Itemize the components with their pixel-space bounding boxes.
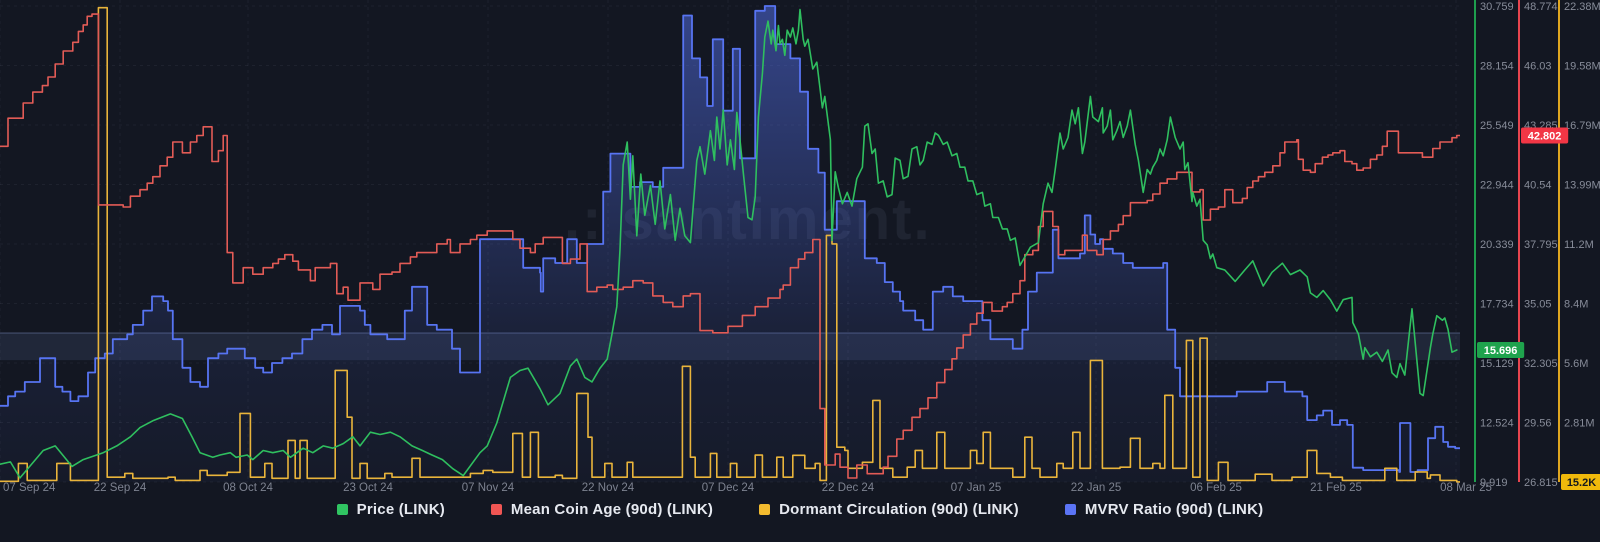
legend-label: Dormant Circulation (90d) (LINK): [779, 501, 1019, 518]
y-tick-label: 17.734: [1480, 299, 1514, 311]
x-tick-label: 08 Mar 25: [1440, 482, 1492, 494]
x-tick-label: 22 Nov 24: [582, 482, 635, 494]
y-tick-label: 22.38M: [1564, 1, 1600, 13]
legend-label: Mean Coin Age (90d) (LINK): [510, 501, 714, 518]
x-tick-label: 22 Jan 25: [1071, 482, 1122, 494]
x-tick-label: 22 Sep 24: [94, 482, 147, 494]
x-tick-label: 07 Jan 25: [951, 482, 1002, 494]
y-tick-label: 15.129: [1480, 358, 1514, 370]
legend-item-mean[interactable]: Mean Coin Age (90d) (LINK): [490, 501, 714, 518]
y-axis-dc: 22.38M 19.58M 16.79M 13.99M 11.2M 8.4M 5.6M 2.8…: [1558, 0, 1600, 489]
y-tick-label: 8.4M: [1564, 299, 1588, 311]
y-tick-label: 13.99M: [1564, 180, 1600, 192]
x-tick-label: 08 Oct 24: [223, 482, 273, 494]
y-tick-label: 2.81M: [1564, 418, 1595, 430]
value-badge-mean: 42.802: [1521, 127, 1569, 144]
y-axis-price: 30.759 28.154 25.549 22.944 20.339 17.734 15.1…: [1474, 0, 1514, 489]
y-tick-label: 12.524: [1480, 418, 1514, 430]
x-tick-label: 23 Oct 24: [343, 482, 393, 494]
badge-value: 15.696: [1484, 345, 1518, 357]
legend-item-price[interactable]: Price (LINK): [336, 501, 445, 518]
x-tick-label: 07 Dec 24: [702, 482, 755, 494]
legend-label: Price (LINK): [356, 501, 445, 518]
badge-bg: [1477, 342, 1525, 359]
x-tick-label: 07 Nov 24: [462, 482, 515, 494]
x-tick-label: 21 Feb 25: [1310, 482, 1362, 494]
legend-item-dormant[interactable]: Dormant Circulation (90d) (LINK): [759, 501, 1019, 518]
badge-bg: [1521, 127, 1569, 144]
y-tick-label: 9.919: [1480, 477, 1508, 489]
y-tick-label: 32.305: [1524, 358, 1558, 370]
badge-bg: [1561, 474, 1600, 490]
y-tick-label: 48.774: [1524, 1, 1558, 13]
y-tick-label: 29.56: [1524, 418, 1552, 430]
y-tick-label: 19.58M: [1564, 61, 1600, 73]
y-tick-label: 30.759: [1480, 1, 1514, 13]
y-tick-label: 46.03: [1524, 61, 1552, 73]
y-tick-label: 16.79M: [1564, 120, 1600, 132]
value-badge-dormant: 15.2K: [1561, 474, 1600, 490]
series-mvrv-line[interactable]: [0, 5, 1460, 473]
legend-swatch-icon: [336, 504, 348, 515]
y-axis-mca: 48.77446.0343.28540.5437.79535.0532.3052…: [1518, 0, 1558, 489]
series-dormant-circulation-line[interactable]: [0, 6, 1460, 483]
y-tick-label: 25.549: [1480, 120, 1514, 132]
y-tick-label: 37.795: [1524, 239, 1558, 251]
legend-label: MVRV Ratio (90d) (LINK): [1084, 501, 1264, 518]
chart-canvas[interactable]: 30.759 28.154 25.549 22.944 20.339 17.734 15.1…: [0, 0, 1600, 500]
series-mean-coin-age-line[interactable]: [0, 13, 1460, 479]
legend-item-mvrv[interactable]: MVRV Ratio (90d) (LINK): [1064, 501, 1264, 518]
y-tick-label: 20.339: [1480, 239, 1514, 251]
badge-value: 42.802: [1528, 130, 1562, 142]
y-tick-label: 40.54: [1524, 180, 1552, 192]
y-tick-label: 11.2M: [1564, 239, 1594, 251]
series-mvrv-area: [0, 6, 1460, 482]
legend-swatch-icon: [1064, 504, 1076, 515]
chart-legend: Price (LINK) Mean Coin Age (90d) (LINK) Do…: [0, 501, 1600, 518]
x-tick-label: 07 Sep 24: [3, 482, 56, 494]
y-tick-label: 28.154: [1480, 61, 1514, 73]
y-tick-label: 35.05: [1524, 299, 1552, 311]
y-tick-label: 26.815: [1524, 477, 1558, 489]
legend-swatch-icon: [490, 504, 502, 515]
badge-value: 15.2K: [1567, 477, 1596, 489]
series-price-line[interactable]: [0, 8, 1458, 479]
y-tick-label: 22.944: [1480, 180, 1514, 192]
legend-swatch-icon: [759, 504, 771, 515]
x-tick-label: 06 Feb 25: [1190, 482, 1242, 494]
y-tick-label: 5.6M: [1564, 358, 1588, 370]
x-tick-label: 22 Dec 24: [822, 482, 875, 494]
value-badge-price: 15.696: [1477, 342, 1525, 359]
